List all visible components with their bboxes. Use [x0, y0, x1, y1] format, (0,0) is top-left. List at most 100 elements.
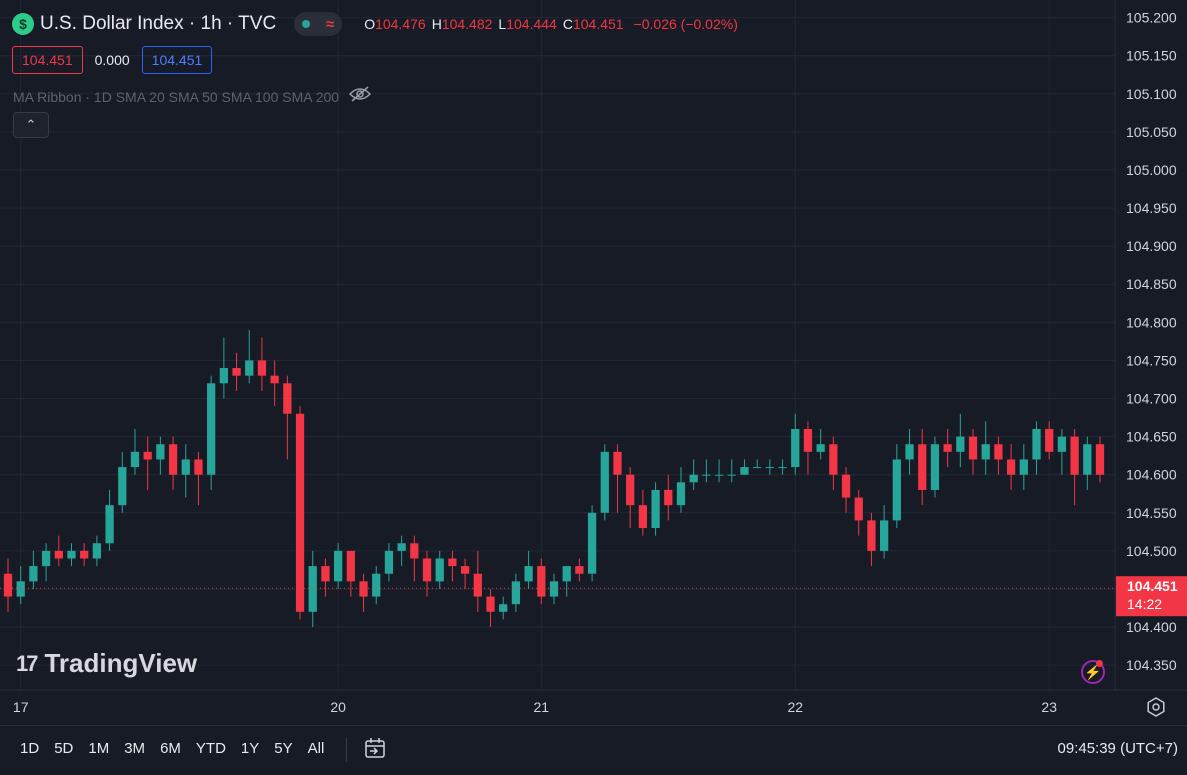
candle-body	[219, 368, 228, 384]
candle-body	[524, 566, 533, 582]
open-label: O	[364, 16, 376, 32]
candle-body	[867, 520, 876, 551]
candle-body	[245, 360, 254, 376]
high-label: H	[431, 16, 442, 32]
candle-body	[626, 474, 635, 506]
candle-body	[1006, 459, 1016, 475]
candle-body	[1057, 436, 1067, 452]
y-tick-label: 104.700	[1126, 391, 1177, 407]
candle-body	[308, 566, 317, 612]
symbol-title[interactable]: U.S. Dollar Index · 1h · TVC	[40, 13, 277, 34]
x-tick-label: 21	[534, 699, 550, 715]
candle-body	[499, 604, 508, 612]
candle-body	[130, 451, 140, 468]
sell-button[interactable]: 104.451	[12, 46, 83, 74]
candle-body	[803, 428, 813, 452]
go-to-date-icon[interactable]	[364, 737, 386, 759]
candle-body	[156, 444, 165, 460]
candle-body	[689, 474, 698, 483]
candle-body	[295, 413, 305, 612]
hide-indicator-icon[interactable]	[349, 86, 372, 107]
flash-icon[interactable]: ⚡	[1081, 660, 1105, 684]
candle-body	[968, 436, 978, 460]
candle-body	[829, 444, 838, 475]
candle-body	[92, 543, 102, 559]
candle-body	[562, 566, 571, 582]
candle-body	[435, 558, 444, 582]
candle-body	[232, 368, 241, 376]
candle-body	[587, 512, 597, 574]
candle-body	[930, 444, 940, 490]
candle-body	[651, 489, 660, 529]
dollar-logo-icon: $	[12, 13, 34, 35]
candle-body	[3, 573, 13, 597]
timezone-clock[interactable]: 09:45:39 (UTC+7)	[1057, 740, 1178, 757]
candle-body	[168, 444, 178, 475]
trade-boxes: 104.451 0.000 104.451	[12, 46, 213, 74]
period-all[interactable]: All	[307, 740, 325, 757]
period-selector: 1D 5D 1M 3M 6M YTD 1Y 5Y All	[20, 740, 339, 757]
candle-body	[892, 459, 901, 521]
period-3m[interactable]: 3M	[124, 740, 146, 757]
candle-body	[321, 566, 330, 582]
candle-body	[410, 543, 419, 559]
candle-body	[384, 550, 394, 574]
candle-body	[397, 543, 406, 551]
candle-body	[448, 558, 457, 567]
collapse-legend-button[interactable]: ⌃	[13, 112, 49, 138]
candle-body	[29, 566, 38, 582]
notification-dot	[1096, 660, 1103, 667]
low-value: 104.444	[506, 16, 557, 32]
candle-body	[727, 474, 736, 476]
candle-body	[486, 596, 495, 612]
market-status-pill[interactable]: ≈	[294, 12, 343, 36]
candle-body	[778, 467, 787, 469]
candle-body	[714, 474, 724, 476]
y-tick-label: 105.050	[1126, 124, 1177, 140]
chart-header: $ U.S. Dollar Index · 1h · TVC ≈ O104.47…	[12, 9, 738, 39]
x-tick-label: 17	[13, 699, 29, 715]
market-open-icon	[302, 20, 311, 28]
open-value: 104.476	[375, 16, 426, 32]
y-tick-label: 104.750	[1126, 352, 1177, 368]
y-tick-label: 104.500	[1126, 543, 1177, 559]
candle-body	[918, 444, 927, 490]
y-tick-label: 105.200	[1126, 10, 1177, 26]
y-tick-label: 104.800	[1126, 314, 1177, 330]
candle-body	[67, 550, 76, 559]
candle-body	[41, 550, 51, 567]
candle-body	[702, 474, 711, 476]
candle-body	[1045, 428, 1054, 452]
candle-body	[791, 428, 800, 468]
candle-body	[207, 383, 216, 475]
candle-body	[16, 581, 25, 597]
period-5y[interactable]: 5Y	[274, 740, 293, 757]
x-tick-label: 23	[1041, 699, 1057, 715]
candle-body	[841, 474, 851, 498]
buy-button[interactable]: 104.451	[141, 46, 213, 74]
candle-body	[80, 550, 89, 559]
period-1d[interactable]: 1D	[20, 740, 40, 757]
price-chart[interactable]: 105.200 105.150 105.100 105.050 105.000 104.9…	[0, 0, 1187, 725]
y-tick-label: 104.400	[1126, 619, 1177, 635]
watermark-text: TradingView	[44, 648, 198, 678]
y-tick-label: 104.900	[1126, 238, 1177, 254]
indicator-label: MA Ribbon · 1D SMA 20 SMA 50 SMA 100 SMA…	[13, 88, 340, 105]
x-tick-label: 22	[787, 699, 803, 715]
wave-icon: ≈	[326, 15, 335, 33]
gear-icon[interactable]	[1146, 697, 1166, 717]
period-1y[interactable]: 1Y	[240, 740, 260, 757]
period-1m[interactable]: 1M	[88, 740, 110, 757]
high-value: 104.482	[441, 16, 493, 32]
candle-body	[473, 573, 482, 597]
chevron-up-icon: ⌃	[25, 117, 37, 132]
candle-body	[511, 581, 521, 605]
candle-body	[1019, 459, 1028, 475]
indicator-legend[interactable]: MA Ribbon · 1D SMA 20 SMA 50 SMA 100 SMA…	[13, 86, 372, 107]
close-label: C	[562, 16, 573, 32]
period-6m[interactable]: 6M	[160, 740, 181, 757]
change-value: −0.026 (−0.02%)	[633, 16, 738, 32]
period-5d[interactable]: 5D	[54, 740, 74, 757]
period-ytd[interactable]: YTD	[195, 740, 226, 757]
candle-body	[740, 467, 749, 475]
